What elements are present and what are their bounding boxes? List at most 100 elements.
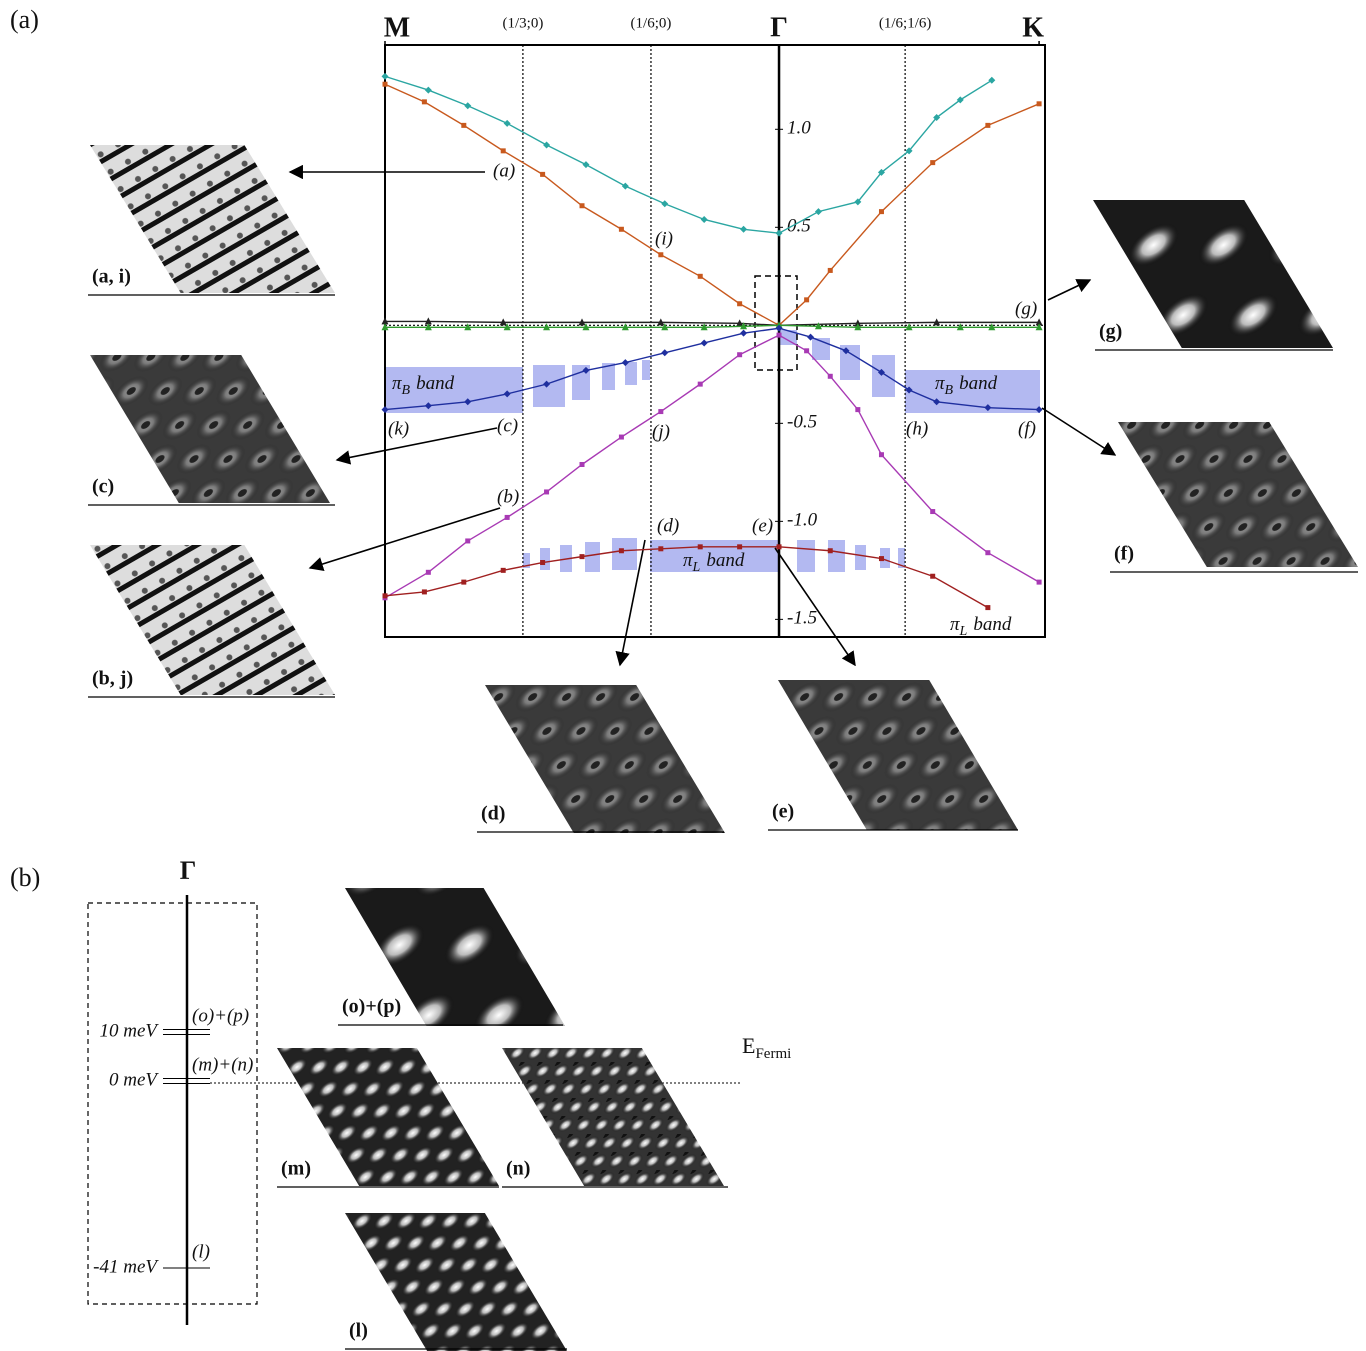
band-shading bbox=[385, 330, 1040, 572]
density-map bbox=[485, 685, 725, 833]
annotation: (k) bbox=[388, 418, 409, 439]
data-point bbox=[930, 509, 935, 514]
band-text: band bbox=[416, 373, 455, 394]
data-point bbox=[543, 141, 550, 148]
data-point bbox=[661, 349, 668, 356]
panel-label: (b) bbox=[10, 863, 40, 892]
band-subscript: B bbox=[945, 383, 954, 398]
data-point bbox=[828, 374, 833, 379]
annotation: (c) bbox=[497, 415, 518, 436]
annotation: (a) bbox=[493, 160, 515, 181]
data-point bbox=[985, 605, 990, 610]
data-point bbox=[804, 297, 809, 302]
data-point bbox=[930, 160, 935, 165]
data-point bbox=[701, 216, 708, 223]
density-map bbox=[1118, 422, 1358, 567]
data-point bbox=[540, 172, 545, 177]
energy-label: 10 meV bbox=[99, 1020, 159, 1041]
thumbnail-label: (f) bbox=[1114, 543, 1134, 565]
data-point bbox=[425, 87, 432, 94]
thumbnail-label: (b, j) bbox=[92, 668, 133, 690]
data-point bbox=[930, 574, 935, 579]
panel-label: (a) bbox=[10, 5, 39, 34]
data-point bbox=[461, 123, 466, 128]
data-point bbox=[619, 435, 624, 440]
series bbox=[383, 82, 1042, 328]
band-subscript: L bbox=[692, 560, 701, 575]
fermi-main: E bbox=[742, 1033, 755, 1058]
data-point bbox=[383, 82, 388, 87]
energy-label: 0 meV bbox=[109, 1069, 159, 1090]
annotation: (h) bbox=[906, 418, 928, 439]
thumbnail-label: (o)+(p) bbox=[342, 996, 401, 1018]
thumbnail-label: (d) bbox=[481, 803, 505, 825]
data-point bbox=[465, 538, 470, 543]
annotation: (d) bbox=[657, 515, 679, 536]
data-point bbox=[988, 77, 995, 84]
energy-label: -41 meV bbox=[93, 1256, 159, 1277]
thumbnail-label: (g) bbox=[1099, 321, 1122, 343]
data-point bbox=[776, 230, 783, 237]
x-tick-label: (1/6;0) bbox=[631, 15, 672, 31]
data-point bbox=[540, 560, 545, 565]
state-label: (o)+(p) bbox=[192, 1005, 249, 1026]
data-point bbox=[501, 568, 506, 573]
band-symbol: π bbox=[392, 373, 402, 394]
x-tick-label: (1/6;1/6) bbox=[879, 15, 932, 31]
data-point bbox=[985, 123, 990, 128]
data-point bbox=[879, 556, 884, 561]
band-text: band bbox=[706, 550, 745, 571]
data-point bbox=[815, 208, 822, 215]
data-point bbox=[501, 148, 506, 153]
data-point bbox=[855, 407, 860, 412]
data-point bbox=[580, 203, 585, 208]
thumbnail-label: (a, i) bbox=[92, 266, 131, 288]
data-point bbox=[422, 99, 427, 104]
series bbox=[382, 73, 996, 237]
data-point bbox=[582, 161, 589, 168]
density-map bbox=[90, 355, 330, 503]
density-map bbox=[502, 1048, 724, 1186]
x-tick-label: (1/3;0) bbox=[502, 15, 543, 31]
thumbnail-label: (n) bbox=[506, 1158, 530, 1180]
y-tick-label: -1.0 bbox=[787, 510, 818, 531]
point-label: Γ bbox=[180, 856, 197, 885]
data-point bbox=[1037, 101, 1042, 106]
band-symbol: π bbox=[683, 550, 693, 571]
band-subscript: L bbox=[959, 624, 968, 639]
data-point bbox=[879, 452, 884, 457]
data-point bbox=[740, 226, 747, 233]
data-point bbox=[658, 252, 663, 257]
data-point bbox=[879, 209, 884, 214]
annotation: (b) bbox=[497, 486, 519, 507]
thumbnail-label: (e) bbox=[772, 801, 794, 823]
data-point bbox=[658, 409, 663, 414]
band-symbol: π bbox=[935, 373, 945, 394]
y-tick-label: -1.5 bbox=[787, 608, 817, 629]
y-tick-label: -0.5 bbox=[787, 412, 817, 433]
data-point bbox=[698, 382, 703, 387]
arrows bbox=[290, 172, 1115, 665]
band-text: band bbox=[959, 373, 998, 394]
figure: (a) (b) M(1 bbox=[0, 0, 1366, 1351]
data-point bbox=[985, 550, 990, 555]
data-point bbox=[383, 593, 388, 598]
series-line bbox=[385, 84, 1039, 325]
data-point bbox=[505, 515, 510, 520]
thumbnail-label: (l) bbox=[349, 1320, 368, 1342]
data-point bbox=[828, 268, 833, 273]
data-point bbox=[737, 352, 742, 357]
data-point bbox=[777, 333, 782, 338]
annotation: (f) bbox=[1018, 418, 1036, 439]
state-label: (l) bbox=[192, 1241, 210, 1262]
x-tick-label: Γ bbox=[770, 12, 788, 43]
state-label: (m)+(n) bbox=[192, 1054, 253, 1075]
data-point bbox=[701, 339, 708, 346]
data-point bbox=[464, 102, 471, 109]
data-point bbox=[504, 120, 511, 127]
data-point bbox=[426, 570, 431, 575]
band-symbol: π bbox=[950, 614, 960, 635]
series-line bbox=[385, 76, 992, 233]
data-point bbox=[661, 200, 668, 207]
data-point bbox=[622, 183, 629, 190]
